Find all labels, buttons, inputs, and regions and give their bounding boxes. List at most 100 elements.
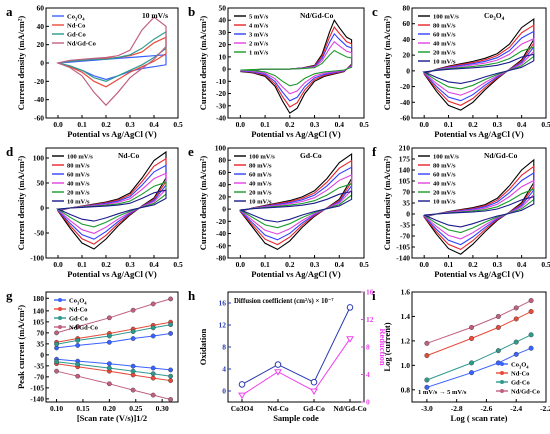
cv-curve <box>55 16 167 107</box>
x-tick-label: 0.4 <box>149 120 159 129</box>
y-tick-label: -60 <box>400 114 410 123</box>
y-tick-label: 12 <box>219 321 227 330</box>
chart-panel-b: b Potential vs Ag/AgCl (V) Current density… <box>188 4 369 140</box>
x-axis-label: Log ( scan rate) <box>451 413 508 423</box>
legend-entry: Gd-Co <box>69 316 88 323</box>
chart-annotation: 10 mV/s <box>142 11 168 20</box>
y-tick-label: -20 <box>34 77 44 86</box>
legend-entry: Nd-Co <box>511 371 529 378</box>
data-point <box>346 336 354 343</box>
y-tick-label: -60 <box>216 241 226 250</box>
x-tick-label: -2.4 <box>510 404 522 413</box>
x-tick-label: 0.0 <box>236 260 246 269</box>
data-point <box>150 365 156 371</box>
legend-entry: 10 mV/s <box>433 59 456 66</box>
legend-entry: 10 mV/s <box>67 199 90 206</box>
data-point <box>513 351 519 357</box>
data-point <box>528 332 534 338</box>
legend-entry: 100 mV/s <box>433 14 459 21</box>
legend-entry: 60 mV/s <box>433 172 456 179</box>
x-axis-label: Potential vs Ag/AgCl (V) <box>251 269 341 279</box>
data-point <box>150 392 156 398</box>
chart-panel-e: e Potential vs Ag/AgCl (V) Current density… <box>188 144 369 280</box>
legend-entry: 80 mV/s <box>433 163 456 170</box>
y-tick-label: -40 <box>34 95 44 104</box>
x-tick-label: 0.3 <box>125 260 135 269</box>
legend-entry: 20 mV/s <box>433 50 456 57</box>
y-axis-label: Oxidation <box>198 329 208 366</box>
x-tick-label: Gd-Co <box>303 404 325 413</box>
y-tick-label: 20 <box>403 51 411 60</box>
cv-curve <box>56 172 167 234</box>
x-tick-label: 0.5 <box>173 120 183 129</box>
data-point <box>54 341 59 347</box>
x-tick-label: 0.1 <box>260 260 270 269</box>
x-tick-label: 0.30 <box>156 404 169 413</box>
y2-tick-label: 16 <box>366 288 374 297</box>
legend-marker <box>58 316 62 320</box>
x-tick-label: 0.1 <box>77 260 87 269</box>
legend-entry: 40 mV/s <box>433 41 456 48</box>
y2-tick-label: 12 <box>366 315 374 324</box>
data-point <box>75 343 81 348</box>
data-point <box>495 348 501 354</box>
x-tick-label: 0.4 <box>517 260 527 269</box>
cv-curve <box>422 188 535 234</box>
data-point <box>106 339 112 345</box>
legend-marker <box>58 325 62 329</box>
y-tick-label: 180 <box>33 294 45 303</box>
data-point <box>168 378 174 384</box>
y-tick-label: 50 <box>37 179 45 188</box>
y-tick-label: 0 <box>40 350 44 359</box>
fit-line <box>56 363 171 382</box>
y-tick-label: -10 <box>216 77 226 86</box>
x-tick-label: Nd/Gd-Co <box>333 404 367 413</box>
panel-letter: b <box>188 4 195 19</box>
legend-entry: Nd/Gd-Co <box>67 41 96 48</box>
y-tick-label: 40 <box>37 22 45 31</box>
y2-tick-label: 8 <box>366 343 370 352</box>
x-axis-label: [Scan rate (V/s)]1/2 <box>77 413 147 423</box>
y-tick-label: 0 <box>40 204 44 213</box>
legend-entry: 100 mV/s <box>67 154 93 161</box>
data-point <box>310 388 318 395</box>
legend-entry: 80 mV/s <box>249 163 272 170</box>
y-tick-label: 70 <box>37 328 45 337</box>
data-point <box>424 353 430 359</box>
data-point <box>528 298 534 304</box>
legend-marker <box>58 298 62 302</box>
data-point <box>75 337 81 343</box>
y-tick-label: 80 <box>219 156 227 165</box>
data-point <box>513 316 519 322</box>
x-tick-label: 0.3 <box>310 260 320 269</box>
x-tick-label: 0.2 <box>468 260 478 269</box>
fit-line <box>56 324 171 345</box>
data-point <box>168 296 174 302</box>
cv-curve <box>239 174 353 235</box>
data-point <box>469 335 475 341</box>
panel-letter: d <box>6 144 14 159</box>
fit-line <box>56 361 171 377</box>
chart-annotation: Co3O4 <box>484 11 505 22</box>
chart-annotation: 1 mV/s → 5 mV/s <box>418 389 467 396</box>
fit-line <box>56 298 171 334</box>
data-point <box>106 365 112 371</box>
x-tick-label: Nd-Co <box>267 404 289 413</box>
chart-panel-f: f Potential vs Ag/AgCl (V) Current density… <box>372 144 550 280</box>
legend-entry: 80 mV/s <box>67 163 90 170</box>
data-point <box>528 309 534 315</box>
y-axis-label: Current density (mA/cm²) <box>382 156 392 251</box>
panel-letter: e <box>188 144 194 159</box>
y-tick-label: -20 <box>216 217 226 226</box>
data-point <box>54 359 59 365</box>
y-tick-label: 16 <box>219 299 227 308</box>
x-tick-label: 0.4 <box>517 120 527 129</box>
data-point <box>424 377 430 383</box>
panel-letter: g <box>6 288 13 303</box>
legend-entry: 1 mV/s <box>249 50 269 57</box>
chart-panel-d: d Potential vs Ag/AgCl (V) Current density… <box>6 144 183 279</box>
plot-frame <box>227 7 365 119</box>
x-axis-label: Potential vs Ag/AgCl (V) <box>67 129 157 139</box>
y-tick-label: 105 <box>33 317 45 326</box>
data-point <box>513 305 519 311</box>
